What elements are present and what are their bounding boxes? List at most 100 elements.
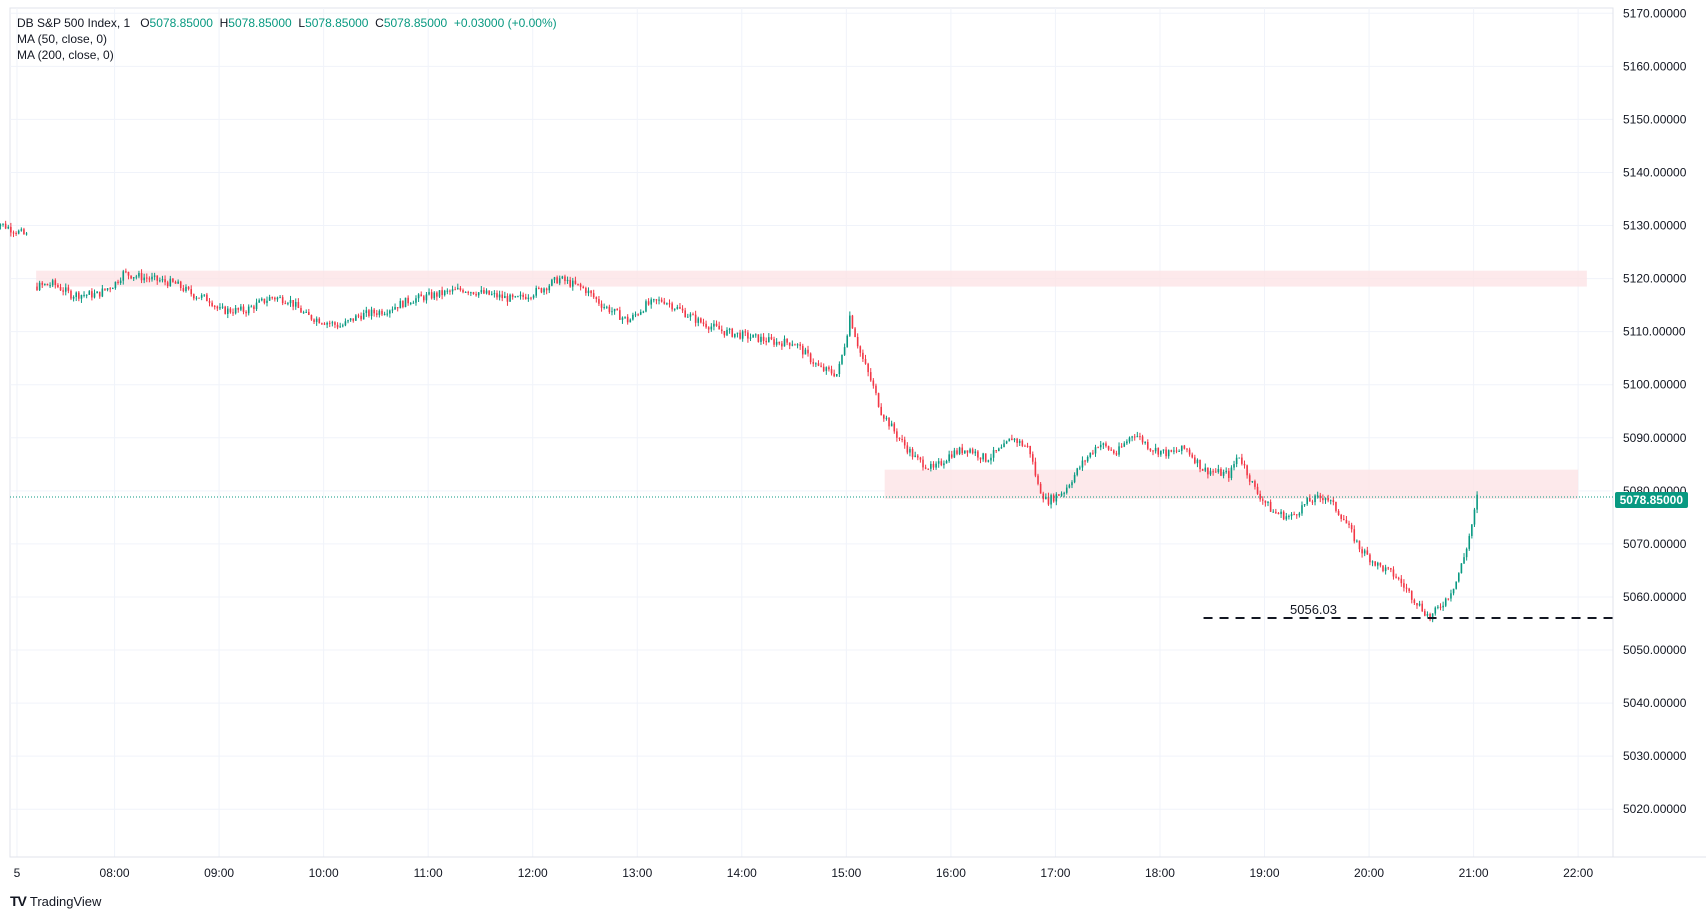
candle-body: [788, 342, 791, 346]
candle-body: [1251, 481, 1254, 483]
candle-body: [451, 289, 454, 292]
candle-body: [1191, 454, 1194, 458]
candle-body: [574, 280, 577, 284]
candle-body: [1363, 550, 1366, 554]
candle-body: [41, 282, 44, 285]
candle-body: [130, 275, 132, 279]
candle-body: [198, 297, 200, 299]
candle-body: [138, 273, 140, 277]
candle-body: [875, 385, 877, 394]
candle-body: [245, 311, 247, 314]
candle-body: [62, 290, 64, 292]
candle-body: [1350, 524, 1353, 530]
candle-body: [250, 306, 253, 308]
candle-body: [1429, 613, 1431, 620]
candle-body: [658, 299, 660, 301]
candle-body: [825, 367, 828, 371]
candle-body: [1322, 498, 1324, 501]
candle-body: [937, 461, 940, 464]
change-value: +0.03000 (+0.00%): [453, 16, 557, 30]
candle-body: [504, 295, 506, 299]
candle-body: [1431, 613, 1434, 620]
candle-body: [417, 294, 420, 299]
legend-ma200[interactable]: MA (200, close, 0): [17, 48, 114, 62]
candle-body: [600, 303, 603, 308]
candle-body: [744, 331, 747, 333]
candle-body: [169, 278, 172, 287]
candle-body: [59, 286, 62, 291]
candle-body: [174, 281, 177, 284]
candle-body: [903, 439, 906, 446]
candle-body: [883, 415, 885, 419]
legend-main-row: DB S&P 500 Index, 1 O5078.85000 H5078.85…: [17, 15, 557, 31]
candle-body: [268, 297, 271, 301]
candle-body: [1410, 591, 1413, 600]
candle-body: [75, 292, 78, 297]
x-tick-label: 17:00: [1040, 866, 1070, 880]
candle-body: [117, 281, 119, 283]
candle-body: [1175, 450, 1178, 452]
candle-body: [339, 326, 341, 328]
candle-body: [613, 308, 616, 312]
legend-ma50[interactable]: MA (50, close, 0): [17, 32, 108, 46]
candle-body: [145, 277, 148, 279]
candle-body: [522, 294, 524, 297]
candle-body: [619, 310, 621, 320]
candle-body: [1413, 599, 1416, 603]
candle-body: [1463, 557, 1465, 564]
candle-body: [331, 322, 334, 324]
candle-body: [833, 373, 835, 377]
candle-body: [579, 284, 582, 287]
candle-body: [653, 299, 655, 301]
candle-body: [247, 306, 250, 314]
candle-body: [765, 340, 767, 343]
candle-body: [898, 437, 901, 440]
candle-body: [1228, 471, 1230, 478]
candle-body: [132, 277, 135, 279]
candle-body: [697, 318, 700, 323]
candle-body: [846, 335, 849, 348]
candle-body: [229, 308, 232, 313]
candle-body: [616, 308, 619, 311]
candle-body: [1277, 512, 1280, 515]
candle-body: [710, 326, 713, 330]
candle-body: [1382, 565, 1384, 572]
candle-body: [961, 447, 964, 454]
tradingview-brand[interactable]: TV TradingView: [10, 893, 101, 909]
candle-body: [964, 450, 966, 454]
candle-body: [979, 457, 982, 460]
candle-body: [446, 290, 449, 292]
candle-body: [909, 449, 911, 453]
candle-body: [423, 296, 425, 301]
candle-body: [318, 318, 321, 324]
candle-body: [922, 459, 924, 468]
candle-body: [948, 454, 950, 462]
plot-area[interactable]: [9, 7, 1614, 858]
candle-body: [992, 450, 995, 458]
candle-body: [1207, 467, 1209, 475]
candle-body: [1194, 457, 1196, 464]
candle-body: [1408, 588, 1410, 592]
candle-body: [1471, 524, 1473, 536]
symbol-title[interactable]: DB S&P 500 Index, 1: [17, 16, 131, 30]
candle-body: [1113, 450, 1115, 454]
candle-body: [284, 303, 287, 305]
candle-body: [1102, 443, 1105, 445]
candle-body: [835, 374, 838, 377]
candle-body: [822, 366, 825, 371]
resistance-zone[interactable]: [36, 270, 1587, 287]
candle-body: [1209, 471, 1212, 475]
candle-body: [399, 300, 402, 309]
candle-body: [394, 307, 396, 310]
candle-body: [1324, 497, 1327, 501]
candle-body: [83, 294, 85, 296]
candle-body: [143, 277, 145, 281]
candle-body: [1439, 606, 1442, 608]
candle-body: [470, 292, 472, 294]
candle-body: [1099, 444, 1102, 448]
candle-body: [420, 294, 423, 297]
candle-body: [629, 319, 632, 323]
candle-body: [1018, 440, 1021, 443]
candle-body: [44, 283, 46, 285]
